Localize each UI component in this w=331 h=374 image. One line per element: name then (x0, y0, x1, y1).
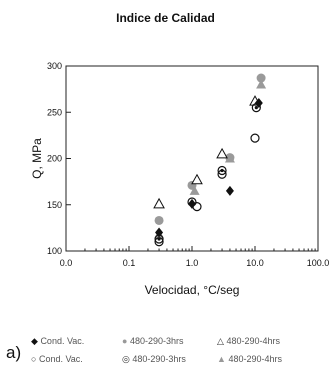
data-point-filled-diamond (155, 227, 164, 238)
y-tick-label: 150 (47, 200, 62, 210)
data-point-open-circle-dot-center (254, 106, 258, 110)
data-point-open-circle-dot-center (220, 168, 224, 173)
chart-title: Indice de Calidad (116, 11, 215, 25)
legend-label-3: 480-290-4hrs (226, 336, 280, 346)
legend-marker-filled-diamond: ◆ (31, 336, 38, 346)
x-tick-label: 1.0 (186, 258, 199, 268)
legend-label-6: 480-290-4hrs (228, 354, 282, 364)
legend-item-4: ○ Cond. Vac. (31, 354, 83, 364)
data-point-open-triangle (153, 197, 165, 209)
data-point-filled-diamond (254, 98, 263, 108)
legend-marker-filled-circle: ● (122, 336, 128, 346)
y-tick-label: 100 (47, 246, 62, 256)
legend-label-1: Cond. Vac. (40, 336, 85, 346)
x-tick-label: 100.0 (307, 258, 330, 268)
legend-label-2: 480-290-3hrs (129, 336, 184, 346)
data-point-gray-triangle (256, 79, 267, 89)
data-point-filled-circle (256, 73, 266, 83)
legend-item-1: ◆ Cond. Vac. (31, 336, 84, 347)
y-axis-label: Q, MPa (30, 138, 44, 179)
x-tick-label: 0.1 (123, 258, 136, 268)
y-tick-label: 200 (47, 154, 62, 164)
data-point-open-circle-dot-center (157, 237, 161, 241)
x-tick-label: 0.0 (60, 258, 73, 268)
legend-marker-open-circle: ○ (31, 354, 37, 364)
data-point-filled-circle (154, 215, 164, 225)
legend-item-6: ▲ 480-290-4hrs (217, 354, 282, 364)
data-point-open-circle (250, 133, 260, 143)
data-point-filled-diamond (188, 198, 196, 209)
data-point-filled-diamond (225, 185, 234, 196)
data-point-gray-triangle (189, 185, 200, 195)
data-point-open-triangle (191, 173, 203, 185)
y-tick-label: 300 (47, 61, 62, 71)
data-point-gray-triangle (224, 153, 235, 163)
legend-item-2: ● 480-290-3hrs (122, 336, 184, 346)
plot-frame (65, 65, 319, 252)
x-axis-label: Velocidad, °C/seg (145, 283, 240, 297)
y-tick-label: 250 (47, 107, 62, 117)
legend-item-5: ◎ 480-290-3hrs (122, 354, 186, 365)
legend-marker-open-triangle: △ (217, 336, 224, 346)
data-point-open-circle-dot (217, 165, 227, 176)
legend-marker-open-circle-dot: ◎ (122, 354, 130, 364)
legend-label-5: 480-290-3hrs (132, 354, 186, 364)
legend-item-3: △ 480-290-4hrs (217, 336, 280, 347)
data-point-open-triangle (216, 147, 228, 159)
panel-label: a) (6, 343, 22, 362)
legend-marker-gray-triangle: ▲ (217, 354, 226, 364)
x-tick-label: 10.0 (246, 258, 264, 268)
legend-label-4: Cond. Vac. (38, 354, 83, 364)
